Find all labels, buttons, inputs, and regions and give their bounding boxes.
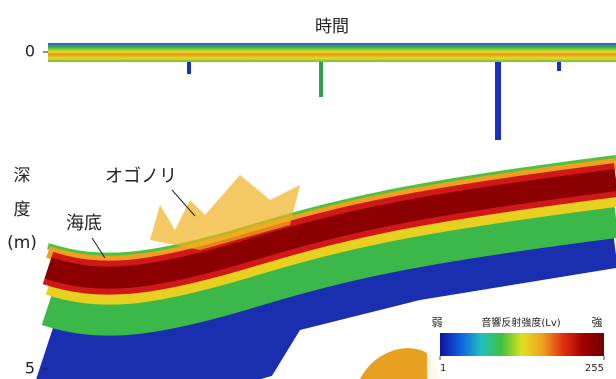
y-axis-label: 度 <box>14 200 31 220</box>
colorbar-tick-label: 1 <box>440 363 446 374</box>
colorbar-high-label: 強 <box>592 316 603 329</box>
colorbar-gradient <box>440 333 604 356</box>
colorbar-tick-label: 255 <box>585 363 604 374</box>
y-axis-label: 深 <box>14 166 31 186</box>
colorbar-low-label: 弱 <box>432 316 443 329</box>
annotation: オゴノリ <box>105 166 177 187</box>
y-axis-label: (m) <box>7 233 37 253</box>
y-tick-label: 0 <box>25 42 35 61</box>
colorbar-title: 音響反射強度(Lv) <box>481 316 560 329</box>
chart-title: 時間 <box>315 17 349 37</box>
chart: 時間 深 度 (m) オゴノリ 海底 弱 音響反射強度(Lv) 強 0 5 1 255 <box>0 0 616 379</box>
y-tick-label: 5 <box>25 359 35 378</box>
annotation: 海底 <box>66 213 102 234</box>
